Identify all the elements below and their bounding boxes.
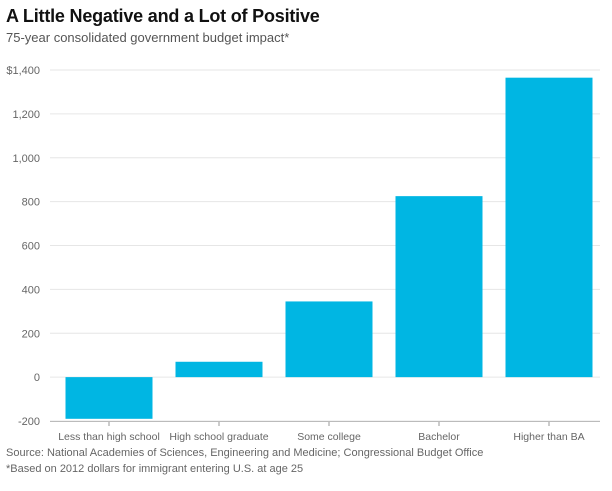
x-tick-label: Less than high school bbox=[58, 431, 160, 443]
bar bbox=[65, 377, 153, 419]
bar bbox=[505, 77, 593, 378]
bar bbox=[175, 361, 263, 378]
bar bbox=[285, 301, 373, 378]
x-tick-label: High school graduate bbox=[169, 431, 268, 443]
x-tick-label: Higher than BA bbox=[513, 431, 584, 443]
y-tick-label: 800 bbox=[22, 197, 40, 209]
chart-subtitle: 75-year consolidated government budget i… bbox=[6, 30, 290, 45]
y-tick-label: 0 bbox=[34, 372, 40, 384]
y-tick-label: 200 bbox=[22, 328, 40, 340]
x-tick-label: Bachelor bbox=[418, 431, 460, 443]
y-tick-label: 1,200 bbox=[12, 109, 40, 121]
x-tick-label: Some college bbox=[297, 431, 361, 443]
y-tick-label: -200 bbox=[18, 416, 40, 428]
chart-title: A Little Negative and a Lot of Positive bbox=[6, 6, 320, 26]
bar bbox=[395, 196, 483, 378]
y-tick-label: 400 bbox=[22, 284, 40, 296]
y-tick-label: 1,000 bbox=[12, 153, 40, 165]
y-tick-label: $1,400 bbox=[6, 65, 40, 77]
footnote: *Based on 2012 dollars for immigrant ent… bbox=[6, 463, 304, 475]
y-tick-label: 600 bbox=[22, 241, 40, 253]
source-note: Source: National Academies of Sciences, … bbox=[6, 447, 484, 459]
